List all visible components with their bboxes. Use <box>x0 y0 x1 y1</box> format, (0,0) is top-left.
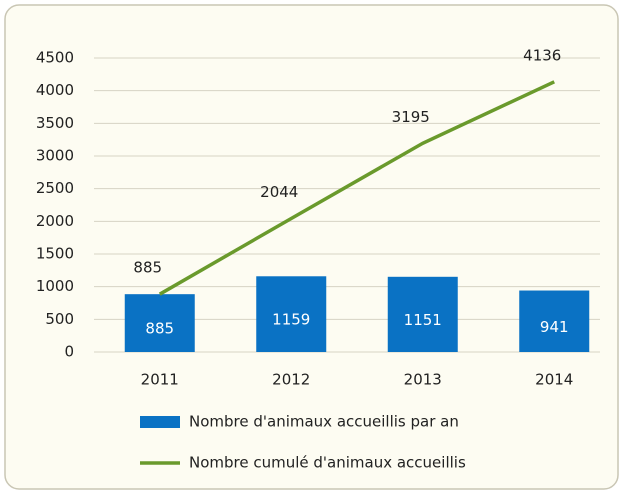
y-tick-label: 3500 <box>36 114 74 132</box>
bar-value-label: 941 <box>540 318 569 336</box>
bar <box>124 294 195 352</box>
bar <box>387 276 458 352</box>
x-tick-label: 2012 <box>272 371 310 389</box>
x-tick-label: 2014 <box>535 371 573 389</box>
y-tick-label: 2500 <box>36 179 74 197</box>
y-tick-label: 1500 <box>36 245 74 263</box>
line-value-label: 885 <box>133 259 162 277</box>
bar-value-label: 885 <box>145 320 174 338</box>
line-value-label: 3195 <box>392 108 430 126</box>
bar-value-label: 1159 <box>272 311 310 329</box>
legend-label: Nombre cumulé d'animaux accueillis <box>189 454 466 472</box>
x-tick-label: 2013 <box>404 371 442 389</box>
y-tick-label: 2000 <box>36 212 74 230</box>
bar <box>256 276 327 352</box>
legend-label: Nombre d'animaux accueillis par an <box>189 413 459 431</box>
chart-frame <box>4 4 619 490</box>
y-tick-label: 3000 <box>36 147 74 165</box>
y-tick-label: 0 <box>64 343 74 361</box>
x-tick-label: 2011 <box>141 371 179 389</box>
bar <box>519 290 590 352</box>
y-tick-label: 500 <box>45 310 74 328</box>
line-value-label: 2044 <box>260 183 298 201</box>
y-tick-label: 4000 <box>36 81 74 99</box>
y-tick-label: 4500 <box>36 49 74 67</box>
legend-swatch <box>140 416 180 428</box>
line-value-label: 4136 <box>523 46 561 64</box>
line <box>158 80 555 296</box>
bar-value-label: 1151 <box>404 311 442 329</box>
y-tick-label: 1000 <box>36 277 74 295</box>
